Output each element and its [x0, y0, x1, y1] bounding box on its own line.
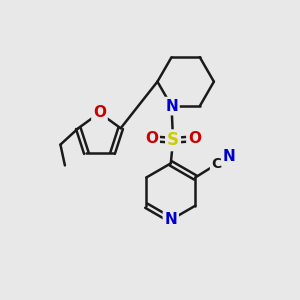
Text: O: O [145, 131, 158, 146]
Text: N: N [223, 149, 236, 164]
Text: O: O [188, 131, 201, 146]
Text: N: N [164, 212, 177, 227]
Text: C: C [212, 157, 222, 171]
Text: S: S [167, 131, 179, 149]
Text: N: N [165, 99, 178, 114]
Text: O: O [93, 105, 106, 120]
